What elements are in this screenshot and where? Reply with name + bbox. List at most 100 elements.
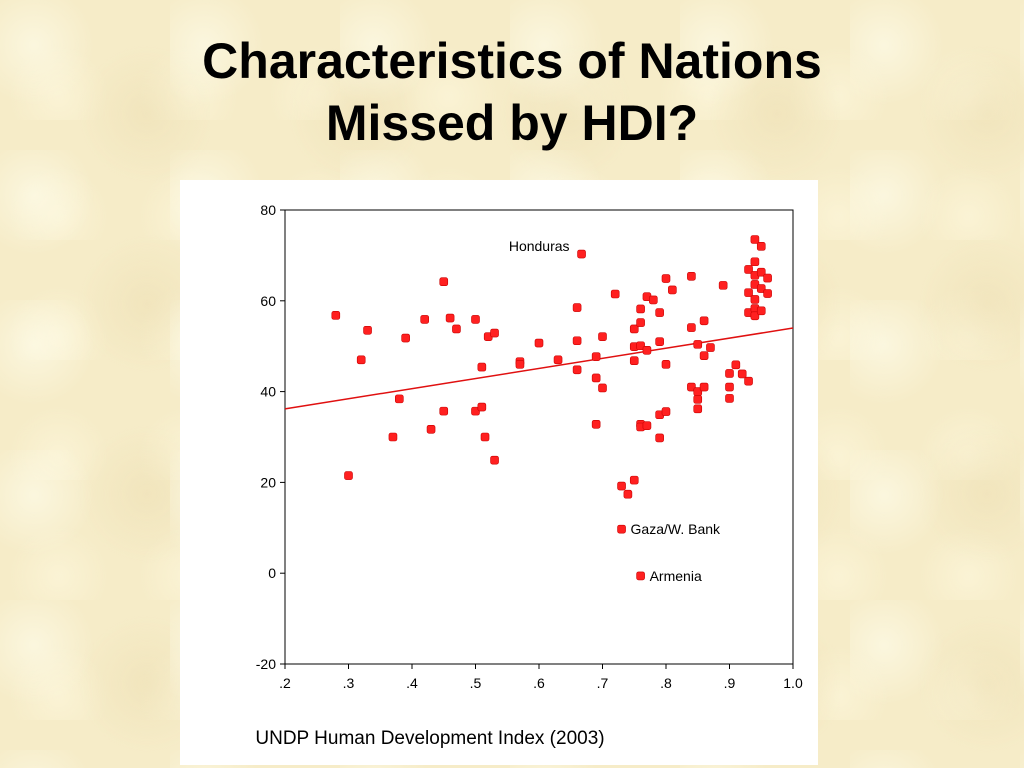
chart-panel: 80 60 40 20 0 -20 .2 .3 .4 .5 .6 .7 .8 .9 1.0 Hondura… — [180, 180, 818, 765]
data-point — [636, 571, 645, 581]
data-point — [744, 288, 753, 297]
data-point — [655, 308, 664, 317]
data-point — [629, 356, 639, 366]
data-point — [725, 394, 734, 403]
data-point — [750, 235, 760, 244]
data-point — [480, 432, 490, 442]
data-point — [477, 362, 487, 372]
data-point — [756, 242, 766, 251]
data-point — [756, 267, 766, 277]
data-point — [572, 336, 582, 346]
data-point — [750, 257, 760, 267]
data-point — [439, 277, 449, 287]
data-point — [629, 324, 639, 334]
data-point — [693, 404, 703, 414]
data-point — [629, 475, 639, 485]
data-point — [655, 337, 664, 346]
y-axis: 80 60 40 20 0 -20 — [256, 202, 285, 672]
data-point — [706, 343, 715, 352]
data-point — [426, 424, 436, 434]
data-point — [718, 281, 728, 290]
scatter-chart: 80 60 40 20 0 -20 .2 .3 .4 .5 .6 .7 .8 .9 1.0 Hondura… — [255, 202, 803, 749]
data-point — [356, 355, 366, 365]
fit-line-group — [284, 327, 794, 410]
x-tick-label: .3 — [343, 675, 355, 691]
x-tick-label: .5 — [470, 675, 482, 691]
data-point — [699, 316, 709, 326]
data-point — [750, 311, 760, 321]
plot-frame — [284, 209, 794, 665]
data-point — [699, 351, 709, 361]
x-tick-label: .2 — [279, 675, 291, 691]
data-point — [395, 394, 404, 404]
data-point — [591, 373, 601, 383]
data-point — [553, 355, 563, 365]
x-tick-label: .8 — [660, 675, 672, 691]
data-point — [687, 271, 696, 281]
data-point — [572, 365, 582, 375]
data-point — [471, 315, 480, 324]
point-annotation: Gaza/W. Bank — [631, 521, 721, 537]
y-tick-label: 80 — [260, 202, 276, 218]
y-tick-label: 0 — [268, 565, 276, 581]
data-point — [598, 332, 607, 341]
data-point — [363, 326, 372, 335]
y-tick-label: -20 — [256, 656, 276, 672]
point-annotation: Honduras — [509, 238, 570, 254]
data-point — [477, 402, 487, 412]
x-tick-label: .9 — [724, 675, 736, 691]
data-point — [452, 324, 461, 334]
x-tick-label: .4 — [406, 675, 418, 691]
data-point — [591, 419, 601, 429]
data-point — [687, 323, 696, 332]
data-point — [750, 295, 760, 304]
annotations: Honduras Gaza/W. Bank Armenia — [509, 238, 721, 584]
x-axis: .2 .3 .4 .5 .6 .7 .8 .9 1.0 — [279, 664, 803, 691]
data-point — [617, 524, 626, 534]
x-axis-title: UNDP Human Development Index (2003) — [255, 728, 604, 749]
data-point — [763, 273, 772, 283]
data-point — [731, 360, 741, 370]
data-point — [661, 360, 671, 369]
data-point — [642, 421, 652, 430]
data-point — [668, 285, 677, 295]
data-point — [744, 376, 753, 386]
data-point — [572, 303, 582, 312]
y-tick-label: 60 — [260, 293, 276, 309]
data-point — [610, 289, 620, 299]
data-point — [693, 340, 703, 349]
slide-title-line-1: Characteristics of Nations — [202, 33, 822, 89]
data-point — [401, 333, 410, 343]
x-tick-label: 1.0 — [783, 675, 803, 691]
data-point — [445, 313, 455, 323]
slide-title-line-2: Missed by HDI? — [325, 95, 699, 151]
data-point — [515, 360, 525, 369]
data-point — [591, 352, 601, 361]
data-point — [490, 455, 499, 465]
data-point — [693, 395, 703, 404]
data-point — [636, 304, 645, 314]
data-point — [687, 382, 696, 392]
data-point — [623, 489, 633, 499]
data-point — [661, 407, 671, 416]
y-tick-label: 40 — [260, 384, 276, 400]
data-point — [534, 338, 544, 348]
data-point — [617, 481, 626, 491]
data-point — [655, 433, 664, 443]
data-point — [725, 369, 734, 378]
data-point — [737, 369, 747, 379]
data-point — [744, 265, 753, 274]
data-points — [331, 235, 772, 581]
data-point — [636, 318, 645, 327]
data-point — [439, 406, 449, 416]
plot-border — [284, 209, 794, 665]
data-point — [642, 345, 652, 355]
data-point — [577, 249, 586, 259]
data-point — [490, 328, 499, 338]
data-point — [636, 341, 645, 351]
data-point — [388, 432, 398, 442]
fit-line — [284, 327, 794, 410]
slide-title: Characteristics of Nations Missed by HDI… — [0, 30, 1024, 154]
point-annotation: Armenia — [650, 568, 702, 584]
data-point — [331, 311, 341, 320]
